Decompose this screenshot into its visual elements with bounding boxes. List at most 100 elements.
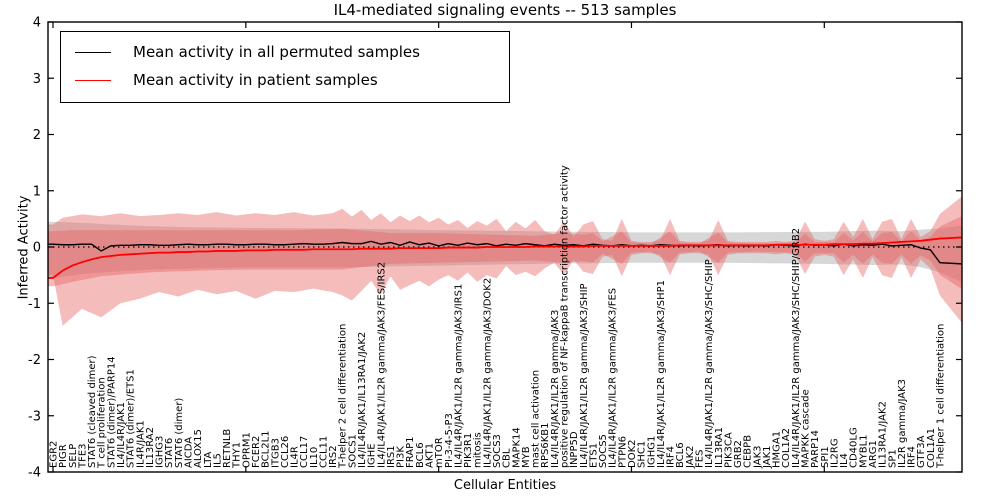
x-tick-label: RPS6KB1 <box>540 423 551 468</box>
x-tick-label: FES <box>694 450 705 468</box>
permuted-line-swatch <box>75 51 111 53</box>
x-tick-label: STAT6 <box>164 438 175 468</box>
x-tick-label: BCL6 <box>415 442 426 468</box>
x-tick-label: RETNLB <box>222 429 233 468</box>
x-tick-label: OPRM1 <box>241 432 252 468</box>
x-tick-label: SOCS3 <box>492 434 503 468</box>
patient-band-inner <box>48 216 962 290</box>
x-tick-label: STAT6 (dimer)/PARP14 <box>106 356 117 468</box>
x-tick-label: CEBPB <box>743 435 754 468</box>
x-tick-label: T cell proliferation <box>97 377 108 469</box>
x-tick-label: JAK1 <box>762 445 773 469</box>
y-tick-label: 0 <box>33 241 41 256</box>
x-tick-label: SP1 <box>887 449 898 468</box>
x-tick-label: IL13RA1/JAK2 <box>878 401 889 468</box>
y-tick-label: -2 <box>28 353 41 368</box>
x-tick-label: AICDA <box>183 437 194 468</box>
x-tick-label: IL4/IL4R/JAK1/IL2R gamma/JAK3/SHP1 <box>656 280 667 468</box>
x-tick-label: FRAP1 <box>405 436 416 468</box>
x-tick-label: IL4/IL4R/JAK1/IL2R gamma/JAK3/SHC/SHIP/G… <box>791 228 802 468</box>
x-tick-label: CBL <box>502 448 513 468</box>
x-tick-label: LTA <box>203 451 214 468</box>
x-tick-label: mast cell activation <box>531 370 542 468</box>
legend-label-permuted: Mean activity in all permuted samples <box>133 43 420 61</box>
x-tick-label: HMGA1 <box>772 431 783 468</box>
x-tick-label: IRF4 <box>666 446 677 468</box>
x-tick-label: IL5 <box>212 453 223 468</box>
x-tick-label: PIK3R1 <box>463 433 474 468</box>
x-tick-label: TFE3 <box>77 443 88 469</box>
x-tick-label: mitosis <box>473 432 484 468</box>
x-tick-label: IL10 <box>309 447 320 468</box>
permuted-std-band <box>48 221 962 282</box>
x-tick-label: THY1 <box>232 442 243 469</box>
chart-title: IL4-mediated signaling events -- 513 sam… <box>333 1 677 19</box>
x-tick-label: IGHE <box>367 443 378 468</box>
x-tick-label: T-helper 2 cell differentiation <box>338 324 349 469</box>
x-tick-label: EGR2 <box>49 441 60 468</box>
x-tick-label: MAPK14 <box>511 427 522 468</box>
y-tick-label: -3 <box>28 409 41 424</box>
x-tick-label: IL4/IL4R/JAK1/IL2R gamma/JAK3/FES <box>608 288 619 468</box>
x-tick-label: PI3K <box>396 446 407 468</box>
legend-label-patient: Mean activity in patient samples <box>133 71 378 89</box>
x-tick-label: AKT1 <box>425 443 436 468</box>
x-tick-label: IL4 <box>839 453 850 468</box>
x-tick-label: MYBL1 <box>858 434 869 468</box>
legend-entry-permuted: Mean activity in all permuted samples <box>61 38 509 66</box>
x-tick-label: JAK3 <box>752 445 763 469</box>
x-tick-label: COL1A1 <box>926 428 937 468</box>
x-tick-label: PI-3-4-5-P3 <box>444 413 455 468</box>
x-tick-label: IL4/IL4R/JAK1/IL2R gamma/JAK3 <box>550 310 561 468</box>
x-tick-label: DOK2 <box>627 440 638 469</box>
x-tick-label: PIK3CA <box>723 432 734 468</box>
x-tick-label: SOCS1 <box>347 434 358 468</box>
x-tick-label: IL2RG <box>829 438 840 468</box>
x-tick-label: BCL6 <box>675 442 686 468</box>
y-tick-label: 1 <box>33 184 41 199</box>
y-tick-label: -4 <box>28 466 41 481</box>
patient-line-swatch <box>75 79 111 81</box>
x-tick-label: COL1A2 <box>781 428 792 468</box>
x-tick-label: CCL11 <box>318 436 329 468</box>
x-tick-label: IGHG1 <box>646 436 657 468</box>
legend-entry-patient: Mean activity in patient samples <box>61 66 509 94</box>
x-tick-label: MYB <box>521 446 532 468</box>
y-tick-label: -1 <box>28 297 41 312</box>
x-tick-label: ARG1 <box>868 440 879 468</box>
x-tick-label: CCL17 <box>299 436 310 468</box>
x-tick-label: GTF3A <box>916 435 927 468</box>
x-tick-label: IRS1 <box>386 445 397 468</box>
x-tick-label: ITGB3 <box>270 438 281 468</box>
x-tick-label: IL4R/JAK1 <box>135 420 146 468</box>
x-tick-label: IL4/IL4R/JAK1/IL2R gamma/JAK3/SHC/SHIP <box>704 259 715 468</box>
x-tick-label: IL4/IL4R/JAK1/IL13RA1/JAK2 <box>357 332 368 468</box>
x-tick-label: positive regulation of NF-kappaB transcr… <box>559 165 570 468</box>
y-tick-label: 2 <box>33 128 41 143</box>
x-tick-label: CCL26 <box>280 436 291 468</box>
x-tick-label: IRS2 <box>328 445 339 468</box>
patient-band-outer <box>48 196 962 326</box>
x-tick-label: GRB2 <box>733 440 744 468</box>
x-tick-label: MAPKK cascade <box>801 389 812 468</box>
x-tick-label: T-helper 1 cell differentiation <box>936 324 947 469</box>
x-tick-label: ALOX15 <box>193 429 204 468</box>
x-tick-label: SHC1 <box>637 441 648 468</box>
y-tick-label: 4 <box>33 16 41 31</box>
x-axis-label: Cellular Entities <box>453 478 557 493</box>
x-tick-label: IL13RA2 <box>145 427 156 468</box>
x-tick-label: CD40LG <box>849 427 860 468</box>
x-tick-label: STAT6 (dimer)/ETS1 <box>126 369 137 468</box>
x-tick-label: JAK2 <box>685 445 696 469</box>
x-tick-label: PIGR <box>58 444 69 468</box>
patient-mean-line <box>48 236 963 279</box>
x-tick-label: IGHG3 <box>155 436 166 468</box>
x-tick-label: SOCS5 <box>598 434 609 468</box>
x-tick-label: IL4/IL4R/JAK1/IL2R gamma/JAK3/DOK2 <box>482 278 493 468</box>
x-tick-label: IRF4 <box>907 446 918 468</box>
x-tick-label: STAT6 (dimer) <box>174 398 185 468</box>
x-tick-label: BCL2L1 <box>261 430 272 468</box>
x-tick-label: PARP14 <box>810 430 821 468</box>
